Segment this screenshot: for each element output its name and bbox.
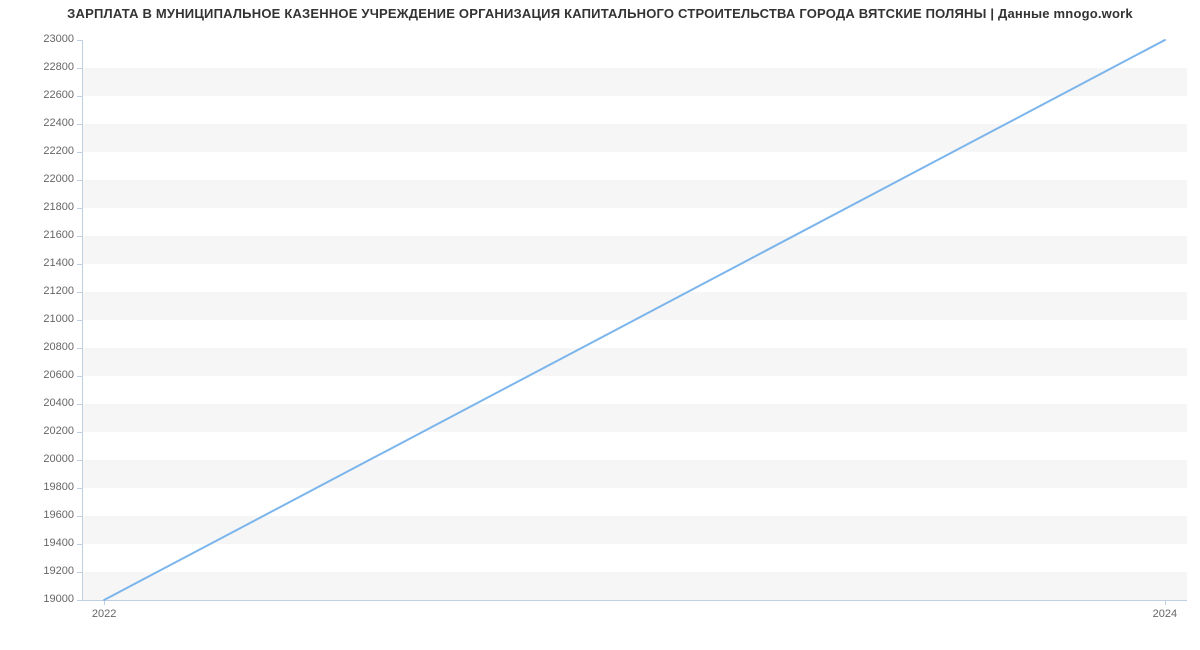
x-tick-label: 2022 [74,608,134,620]
x-tick-label: 2024 [1135,608,1195,620]
salary-line-chart: ЗАРПЛАТА В МУНИЦИПАЛЬНОЕ КАЗЕННОЕ УЧРЕЖД… [0,0,1200,650]
y-tick-label: 19400 [24,537,74,549]
x-tick-mark [1165,600,1166,605]
y-tick-label: 20600 [24,369,74,381]
y-tick-label: 20800 [24,341,74,353]
y-tick-label: 22400 [24,117,74,129]
y-tick-label: 21200 [24,285,74,297]
y-tick-label: 23000 [24,33,74,45]
y-tick-label: 21400 [24,257,74,269]
series-layer [82,40,1187,600]
y-tick-label: 19600 [24,509,74,521]
plot-area: 1900019200194001960019800200002020020400… [82,40,1187,600]
y-tick-label: 20400 [24,397,74,409]
series-line-salary [104,40,1165,600]
y-tick-label: 19200 [24,565,74,577]
y-tick-label: 21000 [24,313,74,325]
y-tick-label: 19000 [24,593,74,605]
y-tick-label: 22600 [24,89,74,101]
y-tick-label: 20200 [24,425,74,437]
y-tick-label: 22800 [24,61,74,73]
y-tick-label: 20000 [24,453,74,465]
y-tick-label: 21600 [24,229,74,241]
y-tick-label: 19800 [24,481,74,493]
chart-title: ЗАРПЛАТА В МУНИЦИПАЛЬНОЕ КАЗЕННОЕ УЧРЕЖД… [0,6,1200,21]
y-tick-label: 22200 [24,145,74,157]
y-tick-label: 22000 [24,173,74,185]
x-axis-line [82,600,1187,601]
y-tick-label: 21800 [24,201,74,213]
